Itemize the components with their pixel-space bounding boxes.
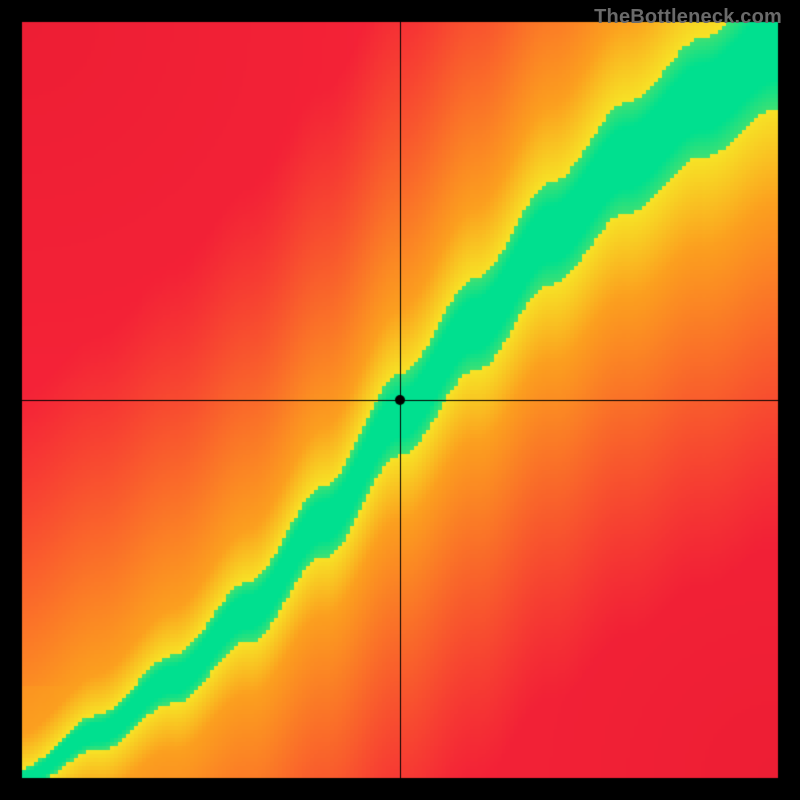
- heatmap-canvas: [0, 0, 800, 800]
- watermark-text: TheBottleneck.com: [594, 6, 782, 29]
- chart-container: TheBottleneck.com: [0, 0, 800, 800]
